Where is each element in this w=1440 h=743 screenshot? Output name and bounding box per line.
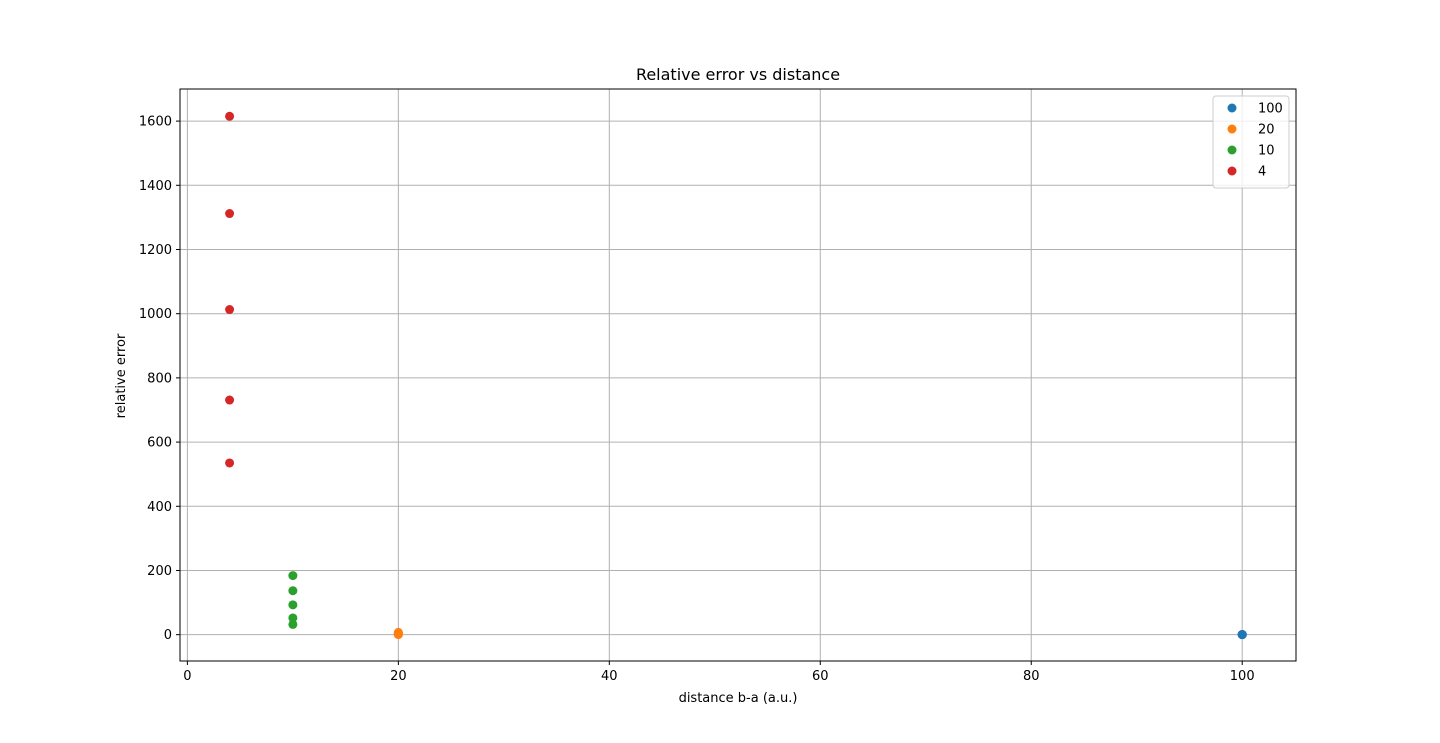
legend-marker [1227,145,1237,155]
legend: 100 20 10 4 [1212,95,1290,189]
legend-marker [1227,103,1237,113]
data-point-series-10 [288,571,298,581]
data-point-series-4 [225,305,235,315]
data-point-series-10 [288,586,298,596]
y-tick-label: 0 [164,628,172,643]
x-tick-label: 40 [601,669,618,684]
legend-marker [1227,166,1237,176]
data-point-series-10 [288,619,298,629]
legend-marker [1227,124,1237,134]
legend-label: 20 [1258,123,1275,138]
data-point-series-4 [225,395,235,405]
data-point-series-10 [288,600,298,610]
y-tick-label: 800 [147,371,172,386]
y-tick-label: 200 [147,564,172,579]
data-point-series-20 [393,627,403,637]
legend-label: 10 [1258,144,1275,159]
plot-area-frame [179,88,1297,662]
y-tick-label: 600 [147,436,172,451]
legend-label: 4 [1258,165,1266,180]
y-tick-label: 400 [147,500,172,515]
data-point-series-100 [1237,630,1247,640]
legend-label: 100 [1258,102,1283,117]
data-point-series-10 [288,613,298,623]
x-tick-label: 20 [390,669,407,684]
data-point-series-4 [225,458,235,468]
y-tick-label: 1600 [139,115,172,130]
grid-lines [180,89,1296,661]
x-axis-ticks: 0 20 40 60 80 100 [183,661,1255,684]
y-tick-label: 1200 [139,243,172,258]
y-axis-label: relative error [114,333,129,418]
data-points [225,111,1247,640]
y-tick-label: 1000 [139,307,172,322]
x-tick-label: 60 [812,669,829,684]
chart-title: Relative error vs distance [636,65,840,84]
legend-box [1212,95,1290,189]
x-axis-label: distance b-a (a.u.) [679,691,798,706]
x-tick-label: 100 [1230,669,1255,684]
y-tick-label: 1400 [139,179,172,194]
x-tick-label: 0 [183,669,191,684]
data-point-series-4 [225,209,235,219]
x-tick-label: 80 [1023,669,1040,684]
y-axis-ticks: 0 200 400 600 800 1000 1200 1400 1600 [139,115,180,643]
data-point-series-4 [225,111,235,121]
